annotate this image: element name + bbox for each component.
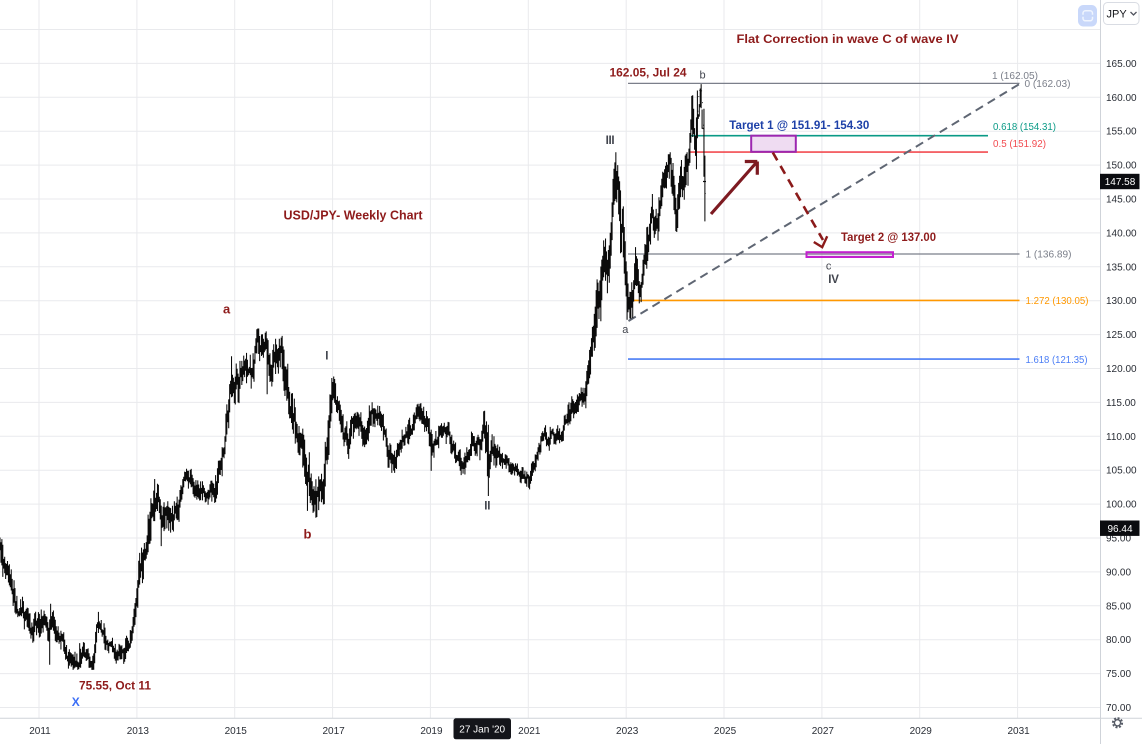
- svg-text:115.00: 115.00: [1106, 398, 1136, 409]
- svg-text:135.00: 135.00: [1106, 262, 1137, 273]
- svg-text:II: II: [484, 500, 490, 512]
- svg-text:Flat Correction in wave C of w: Flat Correction in wave C of wave IV: [737, 32, 959, 46]
- svg-text:140.00: 140.00: [1106, 228, 1137, 239]
- svg-text:95.00: 95.00: [1106, 534, 1131, 545]
- svg-text:27 Jan '20: 27 Jan '20: [459, 725, 505, 736]
- svg-text:160.00: 160.00: [1106, 93, 1137, 104]
- svg-text:96.44: 96.44: [1107, 524, 1132, 535]
- svg-text:125.00: 125.00: [1106, 330, 1137, 341]
- svg-text:III: III: [606, 135, 615, 147]
- svg-text:a: a: [622, 324, 629, 336]
- svg-text:100.00: 100.00: [1106, 500, 1137, 511]
- svg-text:85.00: 85.00: [1106, 601, 1131, 612]
- svg-text:80.00: 80.00: [1106, 635, 1131, 646]
- svg-text:2029: 2029: [910, 726, 933, 737]
- svg-text:1.272 (130.05): 1.272 (130.05): [1026, 296, 1089, 307]
- svg-text:120.00: 120.00: [1106, 364, 1137, 375]
- svg-text:155.00: 155.00: [1106, 127, 1137, 138]
- svg-text:Target 1 @ 151.91- 154.30: Target 1 @ 151.91- 154.30: [729, 118, 869, 132]
- svg-text:150.00: 150.00: [1106, 161, 1137, 172]
- svg-text:JPY: JPY: [1107, 8, 1128, 20]
- svg-text:0 (162.03): 0 (162.03): [1025, 79, 1071, 90]
- svg-text:2013: 2013: [127, 726, 150, 737]
- svg-text:105.00: 105.00: [1106, 466, 1137, 477]
- svg-text:147.58: 147.58: [1105, 177, 1136, 188]
- svg-text:X: X: [72, 695, 80, 709]
- svg-text:162.05, Jul 24: 162.05, Jul 24: [610, 66, 687, 80]
- svg-text:0.618 (154.31): 0.618 (154.31): [993, 122, 1056, 133]
- svg-text:110.00: 110.00: [1106, 432, 1136, 443]
- svg-text:2011: 2011: [29, 726, 51, 737]
- svg-text:90.00: 90.00: [1106, 567, 1131, 578]
- svg-text:2021: 2021: [518, 726, 541, 737]
- svg-text:a: a: [223, 301, 231, 316]
- svg-text:2019: 2019: [420, 726, 443, 737]
- svg-text:2025: 2025: [714, 726, 737, 737]
- svg-text:Target 2 @ 137.00: Target 2 @ 137.00: [841, 230, 936, 244]
- svg-text:2031: 2031: [1007, 726, 1030, 737]
- svg-text:2017: 2017: [322, 726, 345, 737]
- svg-text:USD/JPY- Weekly Chart: USD/JPY- Weekly Chart: [284, 209, 424, 223]
- svg-text:1 (136.89): 1 (136.89): [1026, 250, 1072, 261]
- svg-text:b: b: [304, 526, 312, 541]
- svg-text:2015: 2015: [225, 726, 248, 737]
- svg-text:IV: IV: [828, 274, 839, 286]
- svg-text:1.618 (121.35): 1.618 (121.35): [1026, 355, 1088, 366]
- svg-text:130.00: 130.00: [1106, 296, 1137, 307]
- svg-text:c: c: [826, 260, 832, 272]
- svg-text:70.00: 70.00: [1106, 703, 1131, 714]
- svg-text:I: I: [325, 350, 328, 362]
- svg-text:165.00: 165.00: [1106, 59, 1137, 70]
- svg-text:145.00: 145.00: [1106, 195, 1137, 206]
- svg-text:2027: 2027: [812, 726, 835, 737]
- svg-text:75.00: 75.00: [1106, 669, 1131, 680]
- svg-text:1 (162.05): 1 (162.05): [992, 71, 1038, 82]
- svg-text:2023: 2023: [616, 726, 639, 737]
- svg-text:0.5 (151.92): 0.5 (151.92): [993, 139, 1046, 150]
- svg-text:75.55, Oct 11: 75.55, Oct 11: [79, 678, 151, 692]
- svg-text:b: b: [700, 69, 706, 81]
